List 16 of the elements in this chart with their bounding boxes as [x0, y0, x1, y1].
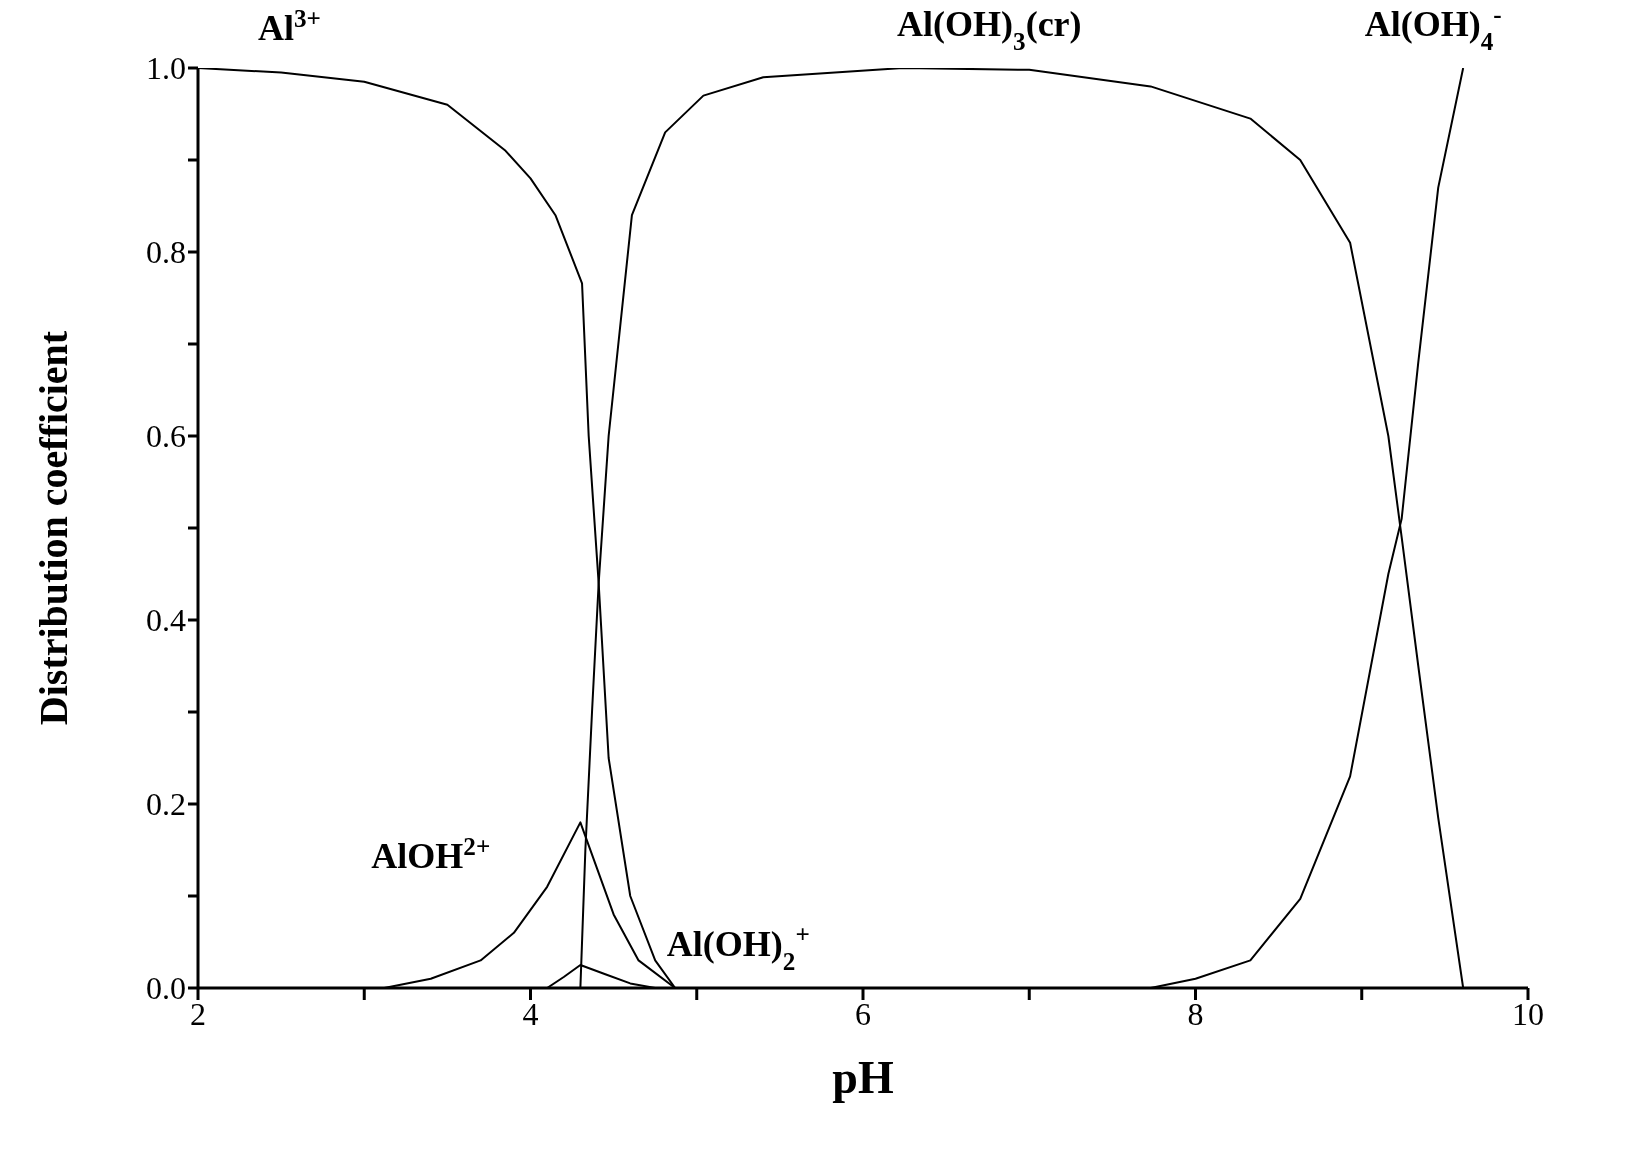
x-tick-label: 4: [522, 995, 539, 1032]
y-tick-label: 0.2: [146, 786, 186, 823]
x-tick-label: 6: [855, 995, 871, 1032]
y-tick-label: 0.0: [146, 970, 186, 1007]
text: Al$^{3+}$: [257, 4, 321, 49]
x-tick-label: 10: [1512, 995, 1544, 1032]
y-tick-label: 1.0: [146, 50, 186, 87]
y-tick-label: 0.8: [146, 234, 186, 271]
x-tick-label: 2: [190, 995, 206, 1032]
text: Al(OH)$_{3}$(cr): [897, 3, 1082, 55]
x-tick-label: 8: [1187, 995, 1204, 1032]
annotation: AlOH$^{2+}$: [371, 832, 491, 877]
y-tick-label: 0.6: [146, 418, 186, 455]
x-axis-title: pH: [832, 1052, 894, 1103]
y-tick-label: 0.4: [146, 602, 186, 639]
y-axis-title: Distribution coefficient: [31, 330, 77, 726]
